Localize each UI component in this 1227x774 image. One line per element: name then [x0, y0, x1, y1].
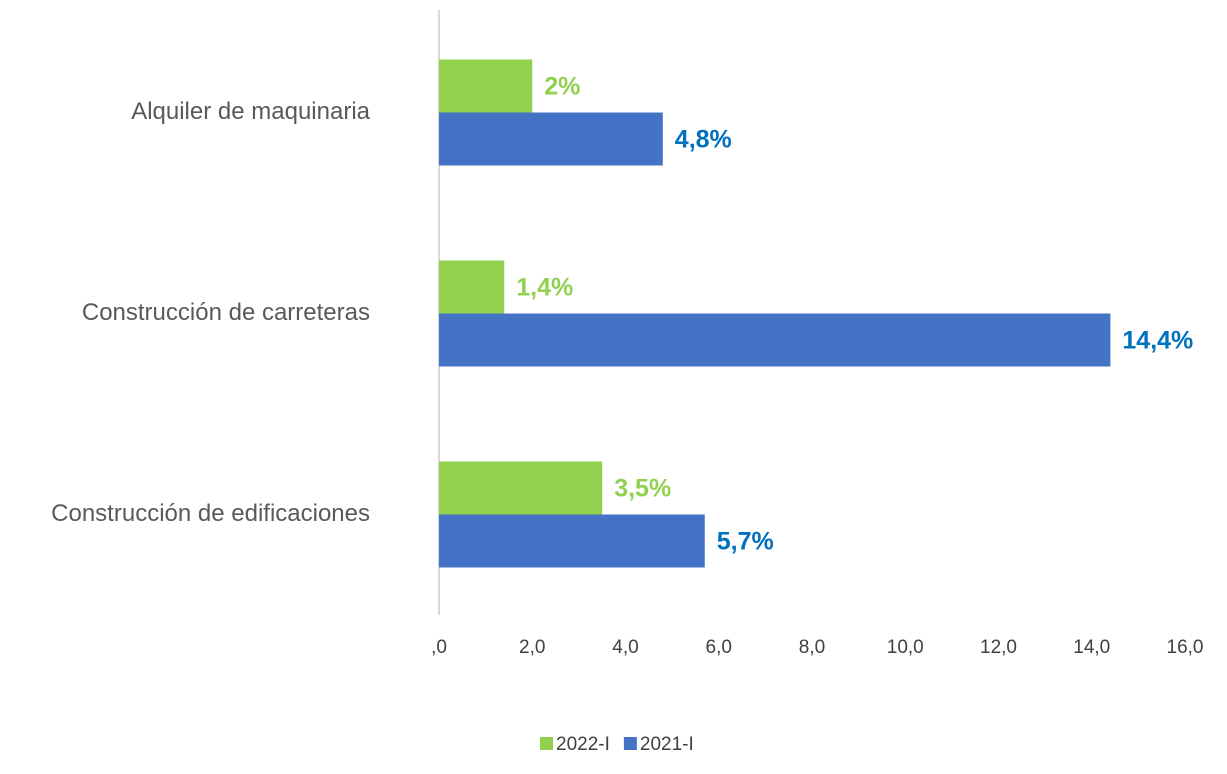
x-tick-label: 6,0 — [706, 637, 732, 658]
x-tick-label: 16,0 — [1167, 637, 1204, 658]
x-tick-label: 8,0 — [799, 637, 825, 658]
x-tick-label: 12,0 — [980, 637, 1017, 658]
bar — [439, 260, 505, 314]
legend-label: 2022-I — [556, 734, 610, 755]
y-tick-label: Alquiler de maquinaria — [131, 98, 370, 125]
data-label: 2% — [544, 73, 580, 101]
legend-swatch — [623, 737, 637, 750]
x-tick-label: 4,0 — [612, 637, 638, 658]
legend-label: 2021-I — [640, 734, 694, 755]
bar — [439, 112, 663, 166]
legend-swatch — [540, 737, 553, 750]
bar — [439, 461, 603, 515]
x-tick-label: 14,0 — [1073, 637, 1110, 658]
y-tick-label: Construcción de edificaciones — [51, 500, 370, 527]
y-tick-label: Construcción de carreteras — [82, 299, 370, 326]
x-tick-label: 2,0 — [519, 637, 545, 658]
x-tick-label: ,0 — [431, 637, 447, 658]
data-label: 1,4% — [516, 274, 573, 302]
data-label: 4,8% — [675, 126, 732, 154]
bar — [439, 59, 533, 113]
data-label: 3,5% — [614, 475, 671, 503]
data-label: 5,7% — [717, 528, 774, 556]
x-tick-label: 10,0 — [887, 637, 924, 658]
bar — [439, 313, 1111, 367]
bar — [439, 514, 705, 568]
data-label: 14,4% — [1122, 327, 1193, 355]
